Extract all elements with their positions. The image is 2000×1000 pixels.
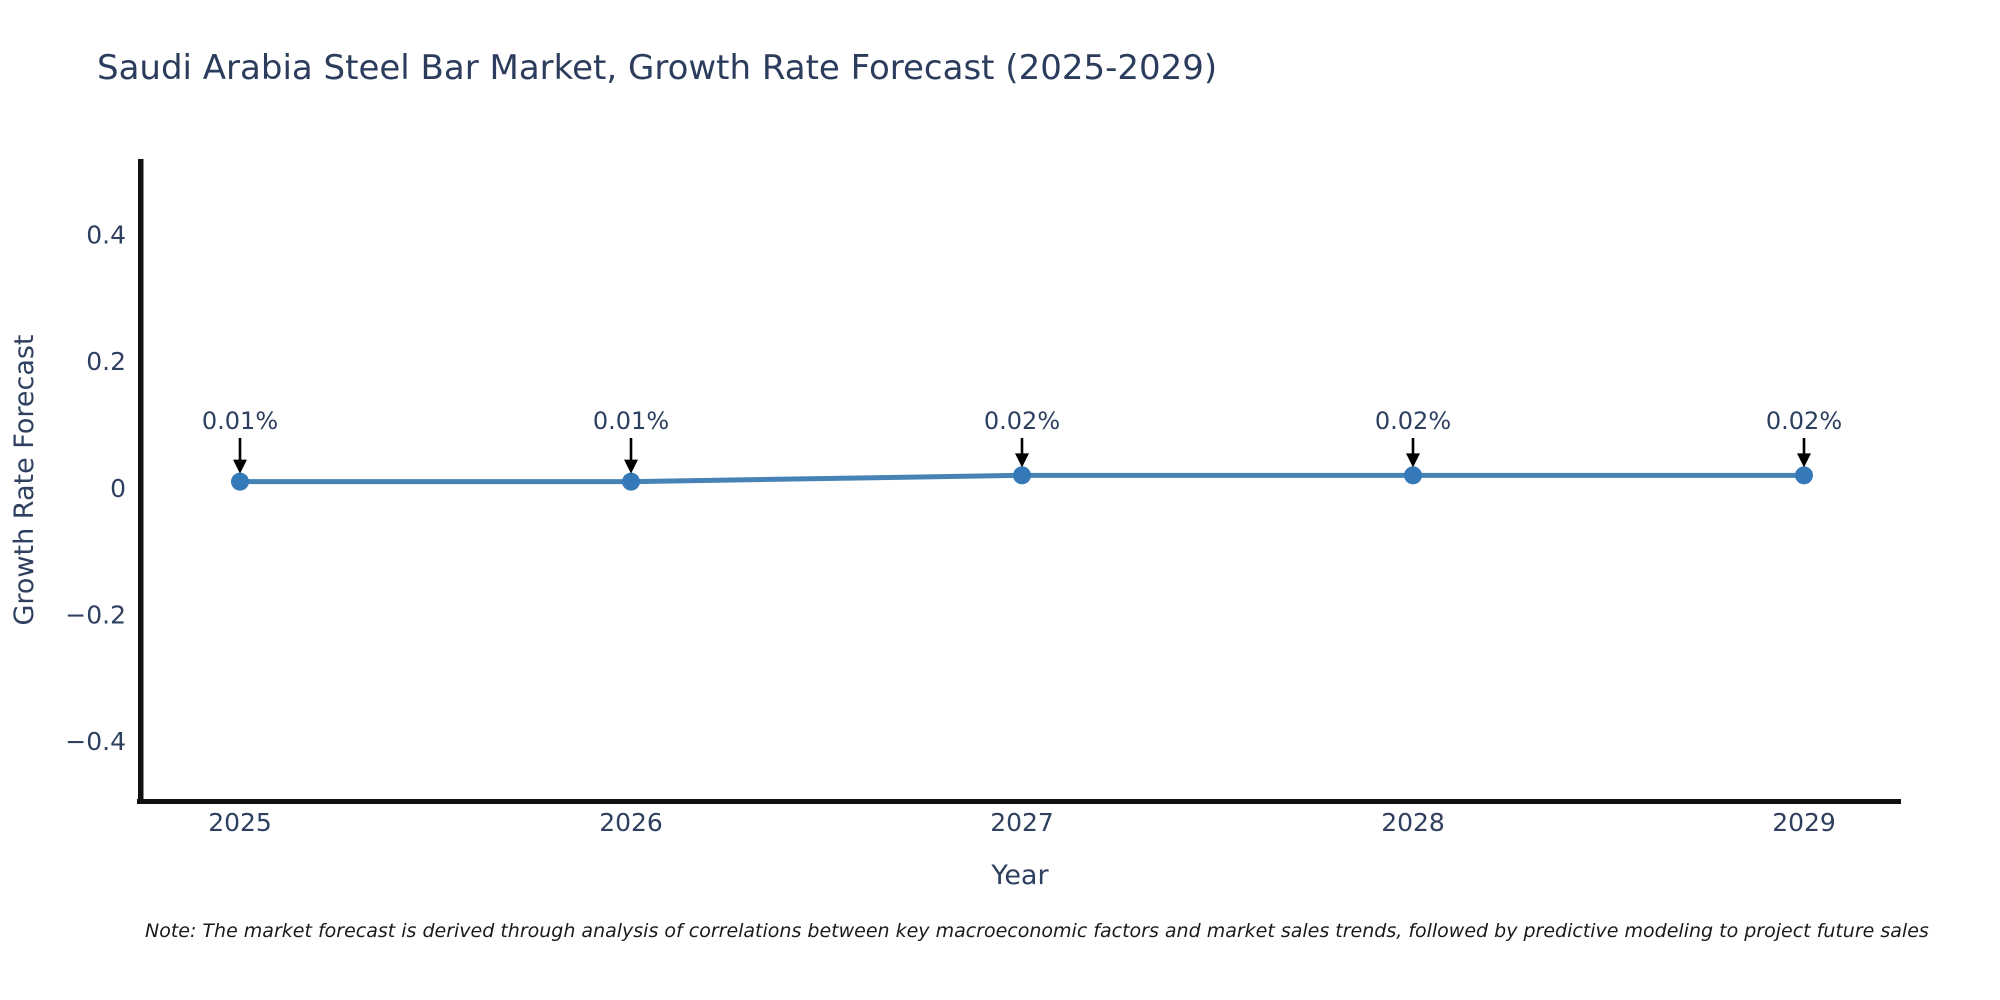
y-tick-label: −0.2 xyxy=(65,600,126,629)
annotation-arrowhead xyxy=(233,459,247,474)
annotation-arrowhead xyxy=(624,459,638,474)
y-tick-label: 0.4 xyxy=(86,221,126,250)
annotation-label: 0.01% xyxy=(593,407,669,435)
x-tick-label: 2028 xyxy=(1381,808,1445,837)
y-axis-line xyxy=(138,159,144,804)
annotation-label: 0.02% xyxy=(1766,407,1842,435)
data-point-marker xyxy=(622,472,640,491)
y-tick-label: 0.2 xyxy=(86,347,126,376)
annotation-label: 0.02% xyxy=(1375,407,1451,435)
annotation-label: 0.01% xyxy=(202,407,278,435)
x-tick-label: 2029 xyxy=(1772,808,1836,837)
chart-note: Note: The market forecast is derived thr… xyxy=(145,920,1929,942)
x-axis-title: Year xyxy=(991,860,1049,891)
x-axis-line xyxy=(137,799,1901,804)
y-tick-label: 0 xyxy=(110,474,126,503)
x-tick-label: 2027 xyxy=(990,808,1054,837)
chart-title: Saudi Arabia Steel Bar Market, Growth Ra… xyxy=(97,48,1218,88)
annotation-arrowhead xyxy=(1406,453,1420,468)
data-point-marker xyxy=(1013,466,1031,485)
data-point-marker xyxy=(1404,466,1422,485)
annotation-label: 0.02% xyxy=(984,407,1060,435)
x-tick-label: 2026 xyxy=(599,808,663,837)
x-tick-label: 2025 xyxy=(208,808,272,837)
data-point-marker xyxy=(1795,466,1813,485)
data-point-marker xyxy=(231,472,249,491)
y-tick-label: −0.4 xyxy=(65,727,126,756)
annotation-arrowhead xyxy=(1015,453,1029,468)
annotation-arrowhead xyxy=(1797,453,1811,468)
